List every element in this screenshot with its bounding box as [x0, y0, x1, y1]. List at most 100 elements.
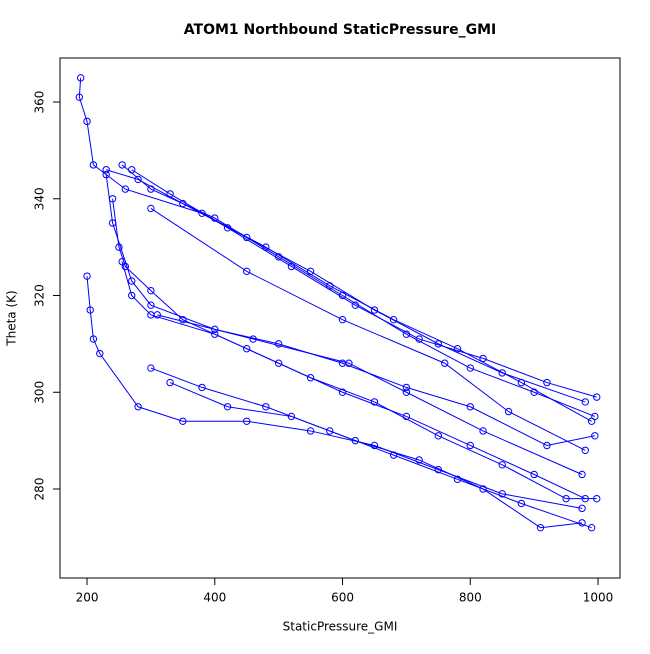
data-point: [517, 378, 526, 387]
y-tick-label: 360: [33, 91, 47, 114]
data-point: [530, 388, 538, 396]
data-point: [351, 301, 359, 309]
data-point: [121, 262, 130, 271]
data-point: [338, 315, 347, 324]
data-point: [287, 412, 296, 421]
data-point: [134, 403, 142, 411]
data-point: [581, 494, 589, 503]
x-tick-label: 400: [203, 591, 226, 605]
data-point: [306, 427, 315, 435]
data-point: [83, 117, 91, 126]
y-tick-label: 320: [33, 284, 47, 307]
data-point: [179, 199, 187, 208]
data-point: [166, 378, 174, 387]
data-point: [262, 243, 270, 251]
data-point: [578, 519, 586, 527]
data-point: [415, 335, 423, 343]
data-point: [434, 340, 443, 348]
data-point: [498, 490, 506, 498]
data-point: [498, 369, 506, 377]
data-point: [115, 243, 123, 251]
data-point: [274, 253, 283, 261]
data-point: [434, 465, 443, 474]
data-point: [75, 93, 84, 101]
data-point: [243, 417, 251, 425]
data-point: [108, 195, 117, 203]
data-point: [147, 286, 155, 295]
data-point: [108, 219, 117, 227]
data-point: [345, 359, 353, 367]
data-point: [389, 451, 398, 459]
x-tick-label: 800: [459, 591, 482, 605]
data-point: [504, 407, 513, 416]
data-point: [587, 523, 596, 532]
data-point: [402, 388, 411, 396]
data-line: [78, 77, 592, 422]
data-point: [587, 417, 596, 425]
data-point: [147, 185, 155, 193]
data-line: [131, 169, 597, 398]
data-point: [128, 277, 136, 285]
data-point: [593, 393, 601, 401]
data-point: [198, 209, 206, 217]
data-point: [179, 315, 187, 324]
y-tick-label: 300: [33, 381, 47, 404]
data-line: [106, 169, 586, 403]
data-point: [147, 364, 155, 372]
data-point: [402, 330, 411, 338]
data-point: [274, 359, 283, 367]
data-point: [223, 224, 232, 232]
data-point: [147, 301, 155, 309]
data-point: [351, 436, 359, 445]
data-point: [591, 432, 599, 440]
data-point: [134, 175, 142, 184]
data-point: [147, 204, 155, 213]
data-point: [262, 403, 270, 411]
data-point: [198, 383, 206, 392]
data-point: [389, 315, 398, 324]
data-line: [150, 208, 586, 451]
data-point: [338, 291, 347, 300]
data-point: [166, 190, 174, 198]
x-tick-label: 1000: [583, 591, 614, 605]
data-point: [370, 398, 379, 406]
data-point: [562, 494, 570, 503]
x-axis-label: StaticPressure_GMI: [283, 620, 398, 634]
data-point: [243, 267, 251, 276]
data-point: [578, 470, 586, 479]
data-point: [121, 185, 130, 193]
data-point: [102, 170, 110, 179]
data-point: [96, 349, 104, 358]
data-point: [86, 306, 94, 314]
data-point: [593, 494, 601, 503]
data-line: [121, 164, 596, 417]
data-point: [581, 446, 589, 454]
y-tick-label: 280: [33, 478, 47, 501]
data-line: [157, 314, 583, 475]
data-point: [287, 262, 296, 271]
data-point: [89, 335, 98, 343]
data-point: [536, 523, 545, 532]
data-point: [434, 432, 443, 440]
data-point: [274, 340, 283, 348]
data-point: [479, 485, 487, 493]
chart-title: ATOM1 Northbound StaticPressure_GMI: [184, 22, 496, 38]
data-point: [543, 441, 551, 450]
plot-frame: [59, 57, 621, 579]
data-point: [83, 272, 91, 280]
data-point: [453, 475, 462, 484]
data-point: [415, 456, 423, 464]
data-point: [517, 499, 526, 508]
data-point: [479, 354, 487, 363]
y-tick-label: 340: [33, 187, 47, 210]
data-point: [338, 388, 347, 396]
data-point: [118, 161, 126, 169]
data-point: [466, 364, 474, 372]
data-point: [402, 383, 411, 392]
data-point: [179, 417, 187, 425]
data-point: [211, 325, 219, 334]
data-point: [306, 267, 315, 276]
data-point: [326, 282, 334, 290]
